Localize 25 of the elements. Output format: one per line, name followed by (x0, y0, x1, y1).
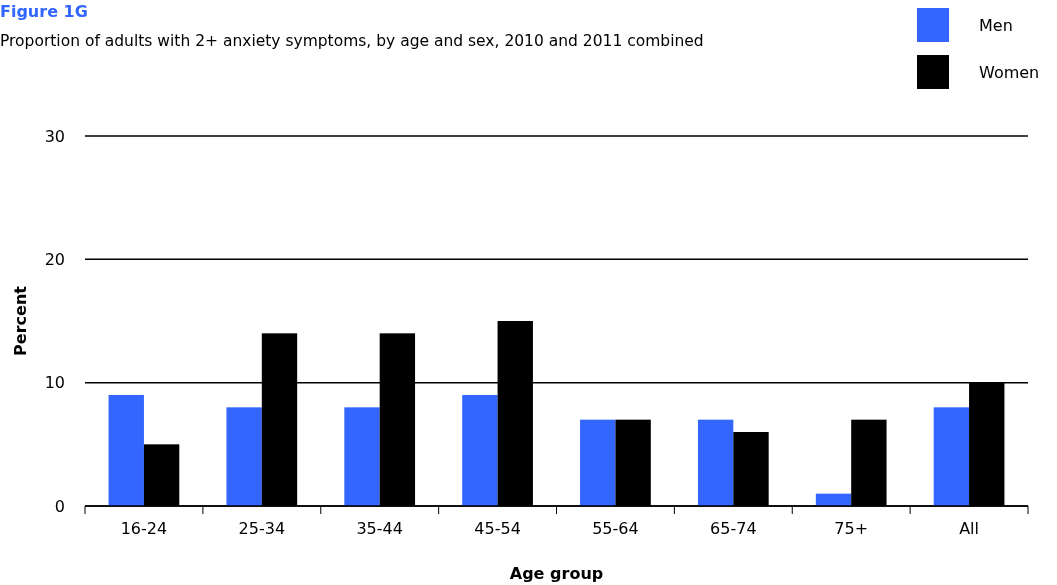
x-tick-label: 16-24 (120, 519, 168, 538)
y-tick-label: 0 (54, 496, 65, 516)
legend-label: Women (979, 62, 1040, 82)
bar (344, 407, 380, 506)
y-axis-title: Percent (11, 285, 30, 356)
x-tick-label: 35-44 (356, 519, 403, 538)
y-tick-label: 10 (44, 373, 65, 393)
x-axis-title: Age group (509, 564, 604, 583)
chart-subtitle: Proportion of adults with 2+ anxiety symptoms, by age and sex, 2010 and 2011 combined (0, 32, 704, 50)
legend-label: Men (979, 15, 1013, 35)
x-tick-label: 75+ (834, 519, 869, 538)
bar (697, 419, 734, 506)
x-tick-label: 65-74 (710, 519, 757, 538)
bar (462, 395, 498, 506)
y-tick-label: 20 (44, 249, 65, 269)
bar (580, 419, 616, 506)
x-tick-label: All (959, 519, 979, 538)
bar (933, 407, 970, 506)
bar (226, 407, 262, 506)
x-tick-label: 45-54 (474, 519, 521, 538)
chart-title: Figure 1G (0, 2, 88, 21)
y-tick-label: 30 (44, 126, 65, 146)
x-tick-label: 55-64 (592, 519, 639, 538)
bar (108, 395, 144, 506)
x-tick-label: 25-34 (238, 519, 286, 538)
